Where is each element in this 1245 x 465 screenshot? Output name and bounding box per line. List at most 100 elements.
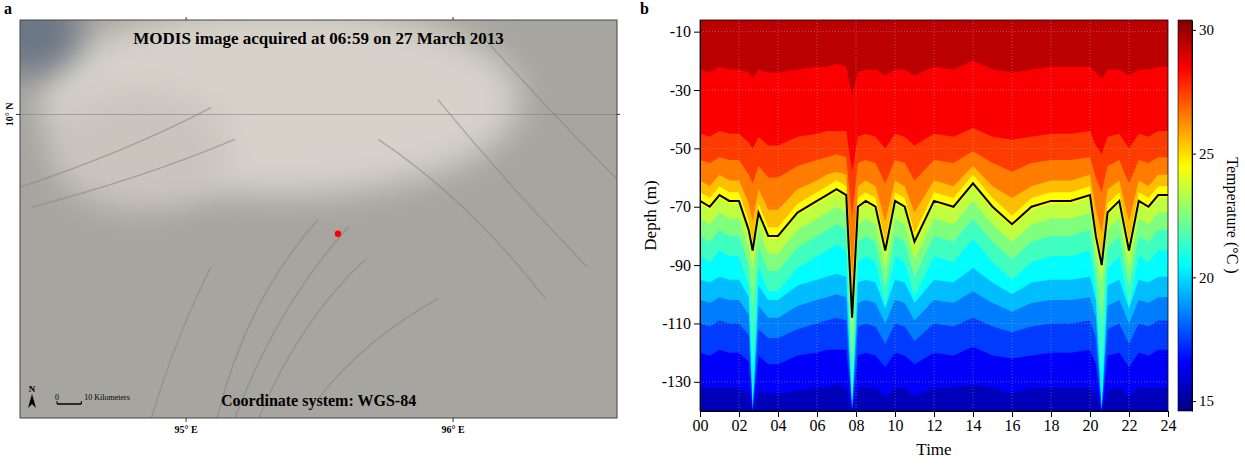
tick-label: 02: [732, 417, 748, 434]
grid-line: [1051, 20, 1052, 411]
tick-mark: [1012, 411, 1013, 417]
tick-label: -110: [662, 315, 691, 332]
station-point: [335, 231, 341, 237]
tick: 14: [966, 411, 982, 434]
scale-bar-tick: [81, 401, 82, 404]
map-title: MODIS image acquired at 06:59 on 27 Marc…: [133, 29, 504, 48]
wave-crest: [217, 219, 318, 418]
tick: -110: [662, 315, 700, 332]
scale-bar: 010 Kilometers: [55, 393, 130, 404]
tick-label: -10: [670, 23, 691, 40]
figure-svg: 95° E96° E10° NMODIS image acquired at 0…: [0, 0, 1245, 465]
tick-mark: [694, 90, 700, 91]
grid-line: [700, 206, 1168, 207]
grid-line: [700, 31, 1168, 32]
map-footnote: Coordinate system: WGS-84: [221, 392, 416, 410]
colorbar: [1178, 20, 1192, 411]
grid-line: [700, 90, 1168, 91]
tick-label: 95° E: [174, 424, 197, 435]
grid-line: [1129, 20, 1130, 411]
tick: -90: [670, 257, 700, 274]
tick-mark: [453, 17, 454, 20]
tick-label: 96° E: [441, 424, 464, 435]
tick-label: 12: [927, 417, 943, 434]
tick-mark: [694, 382, 700, 383]
tick-label: 22: [1122, 417, 1138, 434]
tick-label: -50: [670, 140, 691, 157]
tick-mark: [694, 148, 700, 149]
tick: 16: [1005, 411, 1021, 434]
axis-line: [700, 21, 701, 412]
panel-b: 00020406081012141618202224-10-30-50-70-9…: [640, 0, 1241, 459]
tick-label: 15: [1199, 393, 1214, 409]
plot-area: [700, 20, 1168, 411]
map-frame: [20, 20, 617, 418]
tick: 30: [1192, 22, 1214, 38]
colorbar-title: Temperature (°C ): [1223, 157, 1241, 273]
tick-mark: [186, 17, 187, 20]
wave-crest: [235, 227, 348, 418]
tick: 20: [1192, 270, 1214, 286]
tick: 06: [810, 411, 826, 434]
tick-mark: [973, 411, 974, 417]
sea-dark: [20, 20, 80, 75]
tick-label: 10: [888, 417, 904, 434]
tick: -30: [670, 82, 700, 99]
y-axis-title: Depth (m): [641, 180, 660, 250]
tick-mark: [856, 411, 857, 417]
grid-line: [700, 381, 1168, 382]
grid-line: [700, 265, 1168, 266]
tick-label: -90: [670, 257, 691, 274]
wave-crest: [378, 139, 545, 298]
temperature-band: [700, 239, 1168, 411]
tick: 12: [927, 411, 943, 434]
tick-mark: [1090, 411, 1091, 417]
tick: 24: [1161, 411, 1177, 434]
temperature-band: [700, 318, 1168, 411]
tick-label: -30: [670, 82, 691, 99]
tick: 15: [1192, 393, 1214, 409]
tick-mark: [1051, 411, 1052, 417]
tick-mark: [694, 207, 700, 208]
tick: 18: [1044, 411, 1060, 434]
wave-crest: [20, 108, 211, 188]
tick-mark: [617, 114, 620, 115]
tick-mark: [694, 265, 700, 266]
grid-line: [1090, 20, 1091, 411]
points: [335, 231, 341, 237]
grid-line: [739, 20, 740, 411]
tick-label: 20: [1199, 270, 1214, 286]
tick-label: 18: [1044, 417, 1060, 434]
panel-a: 95° E96° E10° NMODIS image acquired at 0…: [0, 0, 620, 435]
x-axis: 00020406081012141618202224: [693, 411, 1177, 434]
tick-label: 04: [771, 417, 787, 434]
tick: 25: [1192, 146, 1214, 162]
tick-label: -70: [670, 198, 691, 215]
plot-frame: [700, 20, 1168, 411]
wave-crest: [319, 299, 438, 399]
tick-mark: [1168, 411, 1169, 417]
temperature-band: [700, 291, 1168, 411]
tick-mark: [778, 411, 779, 417]
wave-crest: [32, 139, 235, 207]
cloud: [50, 90, 230, 210]
north-label: N: [29, 384, 36, 394]
scale-bar-label: 10 Kilometers: [84, 393, 130, 402]
tick-label: 14: [966, 417, 982, 434]
tick-mark: [1192, 30, 1196, 31]
grid-line: [700, 148, 1168, 149]
tick-mark: [934, 411, 935, 417]
grid-line: [856, 20, 857, 411]
tick: 10: [888, 411, 904, 434]
tick: 08: [849, 411, 865, 434]
tick-label: 08: [849, 417, 865, 434]
temperature-band: [700, 175, 1168, 411]
tick-mark: [1192, 154, 1196, 155]
tick-label: 30: [1199, 22, 1214, 38]
tick-label: 25: [1199, 146, 1214, 162]
grid-line: [895, 20, 896, 411]
panel-letter: a: [4, 0, 12, 17]
tick-mark: [694, 32, 700, 33]
grid-line: [817, 20, 818, 411]
grid-line: [778, 20, 779, 411]
